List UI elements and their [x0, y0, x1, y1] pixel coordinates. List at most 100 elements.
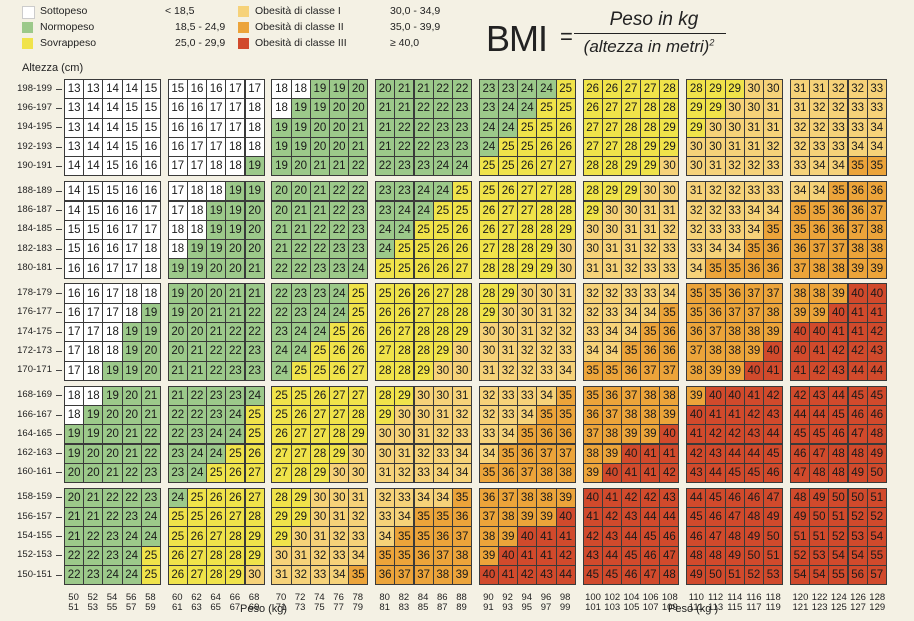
bmi-cell: 31 [498, 341, 519, 362]
bmi-cell: 29 [244, 545, 265, 566]
bmi-cell: 21 [375, 136, 396, 158]
bmi-cell: 19 [271, 136, 292, 158]
bmi-cell: 24 [309, 302, 330, 323]
bmi-cell: 39 [478, 545, 499, 566]
bmi-cell: 19 [290, 136, 311, 158]
bmi-cell: 25 [451, 200, 473, 221]
bmi-cell: 30 [432, 385, 453, 406]
bmi-cell: 27 [329, 385, 350, 406]
bmi-cell: 33 [309, 565, 330, 586]
column-label-top: 96 [540, 592, 552, 604]
bmi-cell: 33 [763, 181, 784, 202]
bmi-cell: 38 [498, 507, 519, 528]
bmi-cell: 36 [705, 302, 726, 323]
bmi-cell: 45 [743, 462, 764, 484]
bmi-cell: 41 [847, 322, 868, 343]
bmi-cell: 42 [789, 385, 811, 406]
bmi-cell: 25 [348, 283, 369, 304]
bmi-cell: 41 [724, 404, 745, 426]
bmi-cell: 43 [763, 404, 784, 426]
bmi-cell: 15 [64, 219, 85, 241]
bmi-cell: 29 [686, 98, 707, 119]
bmi-cell: 42 [620, 487, 642, 509]
bmi-cell: 36 [620, 360, 642, 381]
bmi-cell: 38 [536, 462, 557, 484]
bmi-cell: 29 [394, 385, 415, 406]
bmi-cell: 35 [582, 360, 603, 381]
bmi-cell: 22 [102, 507, 123, 528]
bmi-cell: 47 [724, 507, 745, 528]
bmi-cell: 20 [64, 462, 85, 484]
bmi-cell: 32 [763, 136, 784, 158]
bmi-cell: 27 [620, 79, 642, 100]
bmi-cell: 25 [536, 98, 557, 119]
bmi-cell: 18 [102, 322, 123, 343]
bmi-cell: 20 [121, 404, 142, 426]
bmi-cell: 48 [866, 424, 887, 445]
bmi-cell: 26 [555, 136, 576, 158]
bmi-cell: 19 [186, 239, 208, 260]
bmi-cell: 21 [121, 443, 142, 464]
bmi-cell: 14 [83, 98, 104, 119]
bmi-cell: 27 [536, 156, 557, 177]
bmi-cell: 33 [536, 360, 557, 381]
bmi-cell: 30 [659, 156, 680, 177]
bmi-cell: 15 [121, 98, 142, 119]
bmi-cell: 29 [271, 526, 292, 547]
bmi-cell: 21 [413, 79, 434, 100]
bmi-cell: 41 [659, 443, 680, 464]
row-label: 164-165 [17, 427, 52, 439]
bmi-cell: 33 [763, 156, 784, 177]
bmi-cell: 39 [640, 424, 661, 445]
bmi-cell: 28 [517, 239, 538, 260]
column-label-bottom: 55 [106, 602, 118, 614]
bmi-cell: 20 [309, 136, 330, 158]
bmi-cell: 52 [847, 507, 868, 528]
bmi-cell: 37 [620, 385, 642, 406]
bmi-cell: 30 [536, 283, 557, 304]
bmi-cell: 24 [309, 322, 330, 343]
bmi-cell: 27 [601, 98, 622, 119]
bmi-cell: 35 [451, 487, 473, 509]
bmi-cell: 36 [847, 181, 868, 202]
bmi-cell: 42 [517, 565, 538, 586]
bmi-cell: 37 [432, 545, 453, 566]
bmi-cell: 48 [743, 507, 764, 528]
bmi-cell: 42 [866, 322, 887, 343]
bmi-cell: 33 [498, 385, 519, 406]
bmi-cell: 45 [866, 385, 887, 406]
bmi-cell: 43 [828, 360, 849, 381]
column-label-top: 126 [850, 592, 866, 604]
bmi-cell: 38 [828, 258, 849, 279]
bmi-cell: 21 [225, 283, 246, 304]
bmi-cell: 26 [478, 219, 499, 241]
bmi-cell: 54 [828, 545, 849, 566]
bmi-cell: 32 [329, 526, 350, 547]
bmi-cell: 33 [847, 117, 868, 138]
column-label-top: 78 [352, 592, 364, 604]
bmi-cell: 26 [329, 360, 350, 381]
bmi-cell: 28 [478, 283, 499, 304]
bmi-cell: 34 [582, 341, 603, 362]
bmi-cell: 19 [64, 424, 85, 445]
bmi-cell: 30 [601, 200, 622, 221]
bmi-cell: 38 [789, 283, 811, 304]
bmi-cell: 20 [329, 136, 350, 158]
bmi-cell: 16 [121, 181, 142, 202]
bmi-cell: 33 [705, 219, 726, 241]
bmi-cell: 54 [809, 565, 830, 586]
bmi-cell: 45 [724, 462, 745, 484]
bmi-cell: 25 [478, 156, 499, 177]
bmi-cell: 22 [348, 156, 369, 177]
bmi-cell: 32 [536, 341, 557, 362]
bmi-cell: 22 [271, 302, 292, 323]
column-label-bottom: 57 [125, 602, 137, 614]
row-tick [56, 190, 62, 192]
bmi-cell: 17 [102, 283, 123, 304]
bmi-cell: 40 [789, 341, 811, 362]
bmi-cell: 22 [225, 341, 246, 362]
bmi-cell: 33 [413, 462, 434, 484]
bmi-cell: 37 [601, 404, 622, 426]
bmi-cell: 26 [555, 117, 576, 138]
bmi-cell: 24 [206, 443, 227, 464]
